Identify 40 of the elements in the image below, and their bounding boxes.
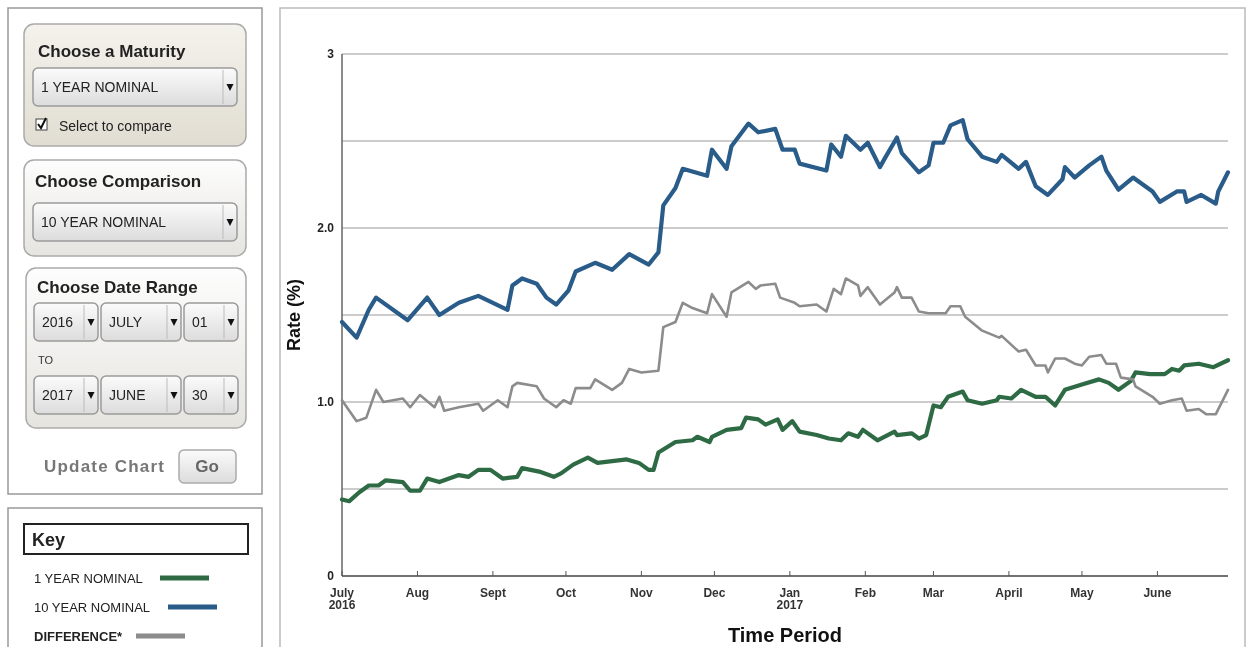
dropdown: 01: [183, 302, 239, 342]
dropdown: 30: [183, 375, 239, 415]
text: TO: [38, 354, 54, 366]
legend-label: 1 YEAR NOMINAL: [34, 571, 143, 586]
x-tick-label: May: [1070, 586, 1094, 600]
x-tick-label: July 2016: [328, 586, 356, 612]
go-button: Go: [178, 449, 237, 484]
dropdown: 2016: [33, 302, 99, 342]
y-tick-label: 0: [327, 569, 335, 583]
dropdown: JUNE: [100, 375, 182, 415]
line-series: [339, 118, 1231, 340]
y-tick-label: 2.0: [317, 221, 335, 235]
y-tick-label: 3: [327, 47, 335, 61]
x-tick-label: Oct: [555, 586, 576, 600]
x-tick-label: April: [995, 586, 1023, 600]
x-tick-label: Mar: [922, 586, 945, 600]
line-series: [339, 358, 1231, 504]
x-tick-label: Sept: [479, 586, 506, 600]
y-axis-title: Rate (%): [284, 278, 304, 352]
dropdown: 1 YEAR NOMINAL: [32, 67, 238, 107]
x-tick-label: Aug: [405, 586, 430, 600]
x-tick-label: Nov: [630, 586, 654, 600]
legend-title: Key: [32, 530, 66, 550]
x-tick-label: Feb: [854, 586, 876, 600]
text: Choose Date Range: [37, 278, 198, 297]
y-tick-label: 1.0: [317, 395, 335, 409]
x-tick-label: June: [1143, 586, 1172, 600]
text: Choose a Maturity: [38, 42, 186, 61]
x-tick-label: Jan 2017: [776, 586, 804, 612]
line-series: [340, 277, 1230, 423]
legend-label: 10 YEAR NOMINAL: [34, 600, 151, 615]
text: Update Chart: [44, 457, 166, 476]
legend-label: DIFFERENCE*: [34, 629, 124, 644]
x-axis-title: Time Period: [727, 624, 843, 646]
dropdown: 10 YEAR NOMINAL: [32, 202, 238, 242]
dropdown: 2017: [33, 375, 99, 415]
text: Select to compare: [59, 118, 173, 134]
x-tick-label: Dec: [703, 586, 726, 600]
text: Choose Comparison: [35, 172, 202, 191]
dropdown: JULY: [100, 302, 182, 342]
